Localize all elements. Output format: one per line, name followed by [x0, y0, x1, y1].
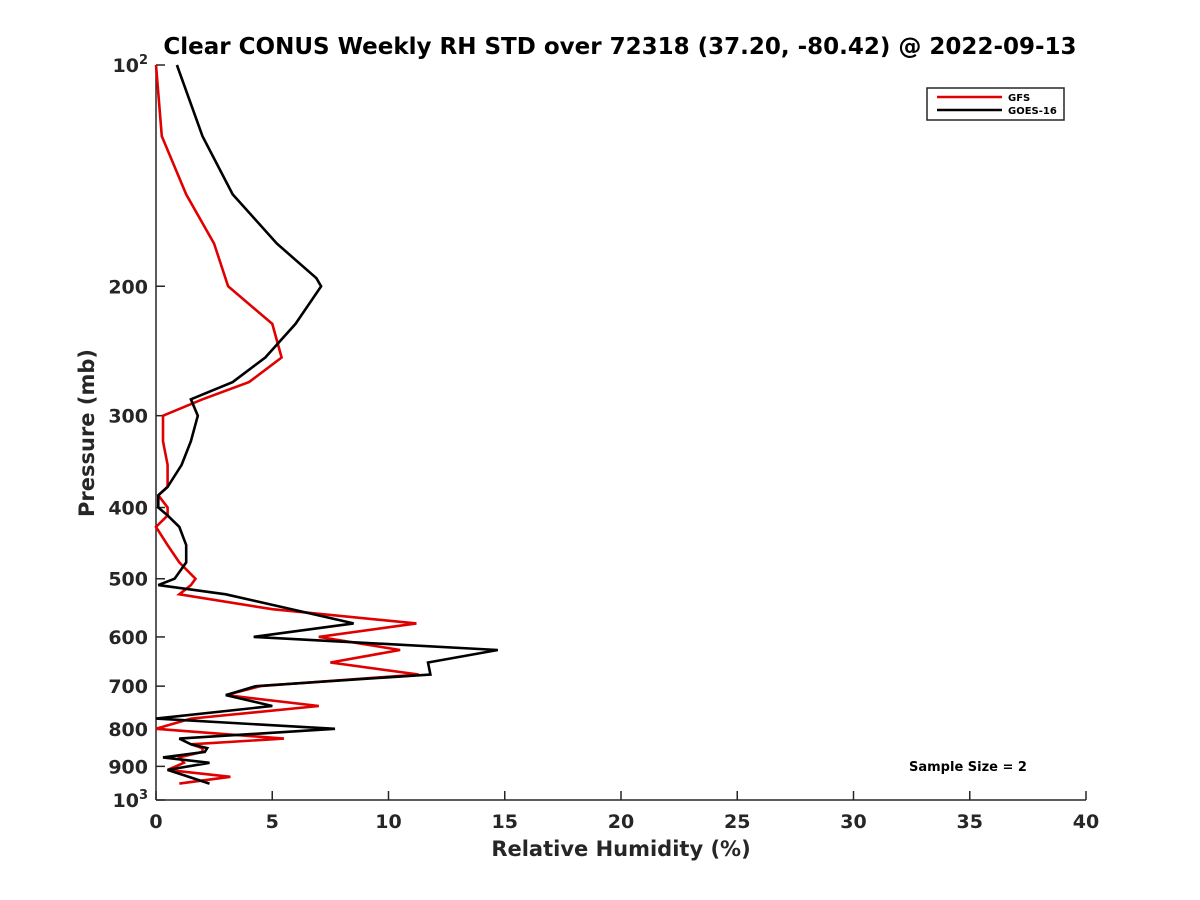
y-tick-label: 900 — [108, 756, 148, 778]
x-axis-label: Relative Humidity (%) — [491, 837, 750, 861]
y-tick-label: 300 — [108, 406, 148, 428]
x-tick-label: 20 — [608, 811, 634, 833]
y-axis-label: Pressure (mb) — [75, 349, 99, 517]
series-lines — [154, 64, 499, 785]
y-tick-label: 103 — [113, 788, 149, 812]
legend-label-gfs: GFS — [1008, 93, 1030, 104]
x-tick-label: 0 — [149, 811, 162, 833]
y-tick-label: 500 — [108, 569, 148, 591]
y-ticks: 102 200 300 400 500 600 700 800 900 103 — [108, 53, 165, 812]
x-tick-label: 15 — [492, 811, 518, 833]
series-line-goes16 — [155, 64, 499, 785]
legend-box — [926, 87, 1065, 121]
y-tick-label: 400 — [108, 498, 148, 520]
legend: GFS GOES-16 — [926, 87, 1065, 121]
y-tick-label: 200 — [108, 276, 148, 298]
sample-size-annotation: Sample Size = 2 — [909, 760, 1027, 775]
legend-label-goes16: GOES-16 — [1008, 106, 1057, 117]
x-tick-label: 5 — [266, 811, 279, 833]
y-tick-label: 800 — [108, 719, 148, 741]
x-tick-label: 35 — [957, 811, 983, 833]
x-ticks: 0 5 10 15 20 25 30 35 40 — [149, 791, 1099, 833]
x-tick-label: 30 — [840, 811, 866, 833]
y-tick-label: 102 — [113, 53, 149, 77]
x-tick-label: 40 — [1073, 811, 1099, 833]
y-tick-label: 600 — [108, 627, 148, 649]
x-tick-label: 25 — [724, 811, 750, 833]
y-tick-label: 700 — [108, 676, 148, 698]
chart-title: Clear CONUS Weekly RH STD over 72318 (37… — [163, 34, 1076, 60]
x-tick-label: 10 — [375, 811, 401, 833]
